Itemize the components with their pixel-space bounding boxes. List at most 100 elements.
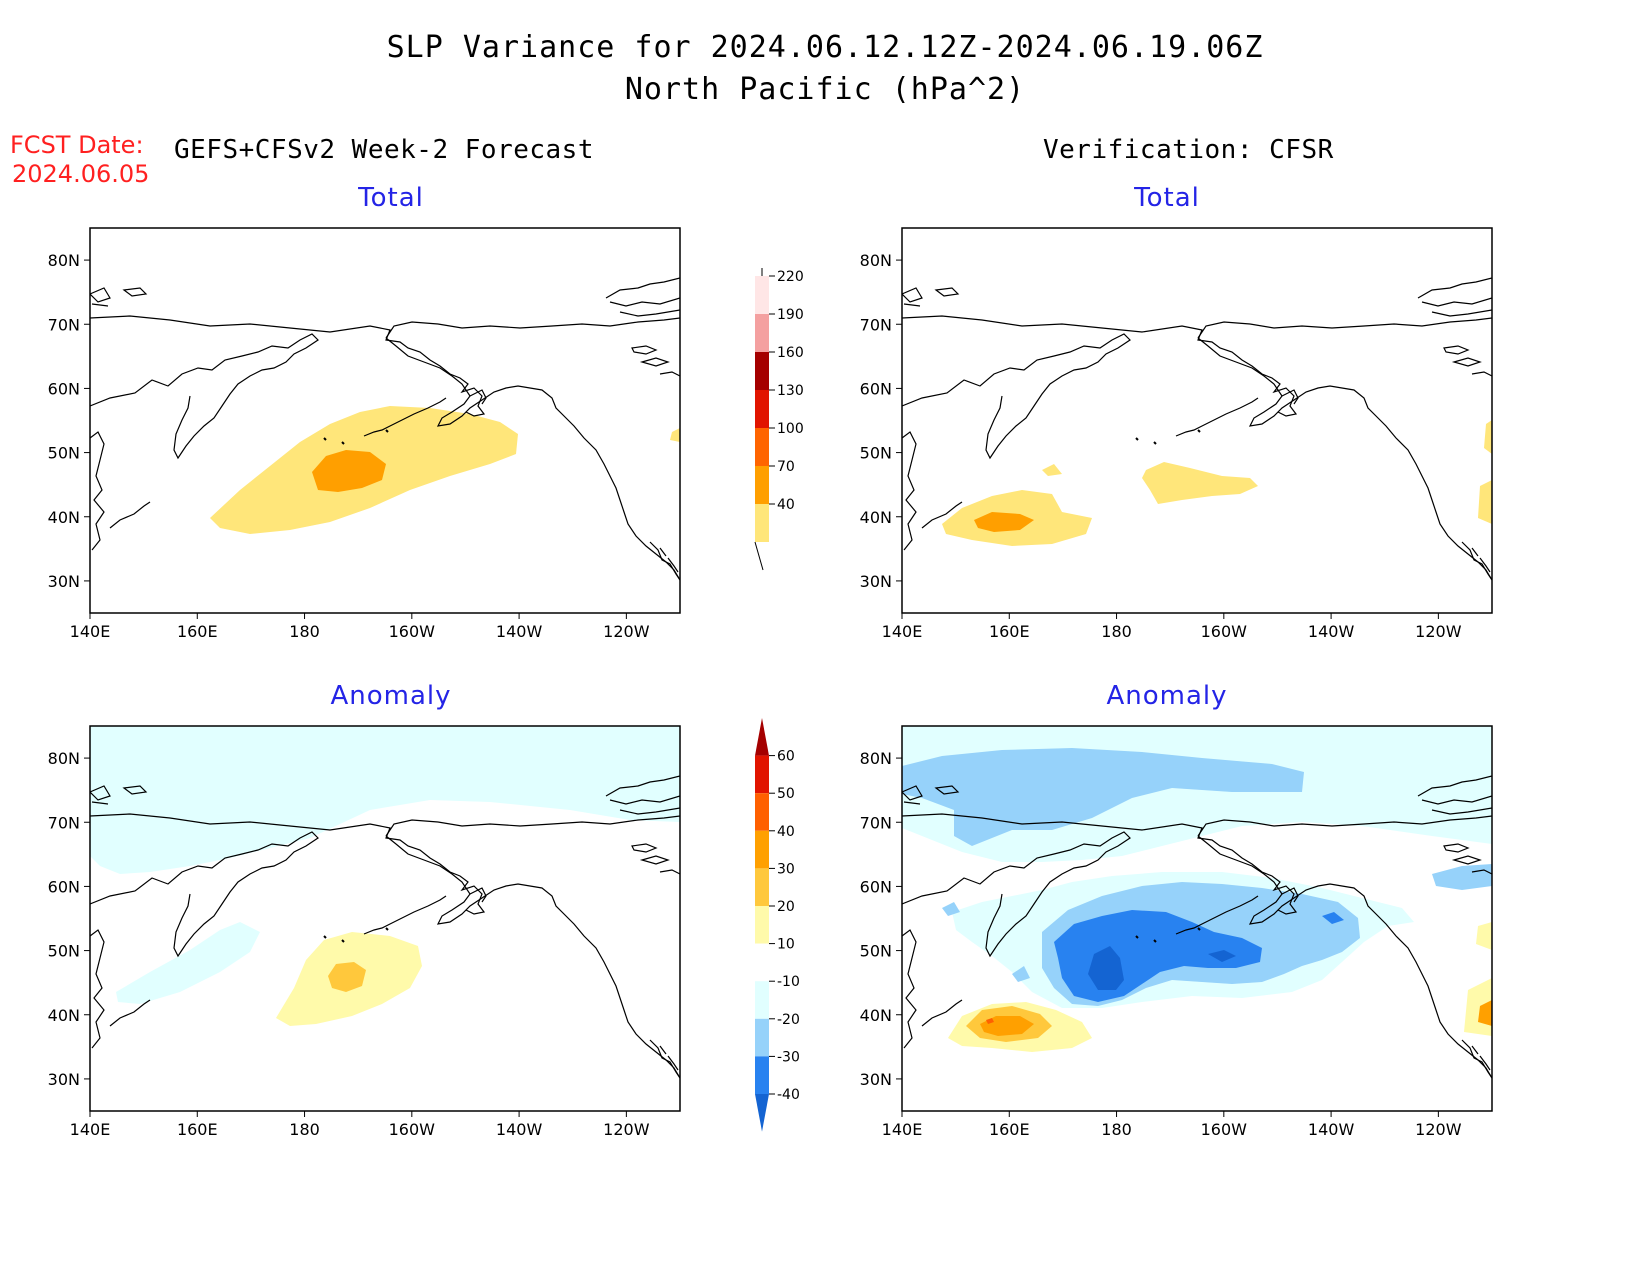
lon-label: 140W — [496, 622, 543, 641]
lon-label: 140E — [882, 622, 923, 641]
total-colorbar-body: 40 70 100 130 160 190 220 — [754, 268, 804, 571]
verification-anomaly-contour-neg30-east — [1322, 912, 1344, 924]
colorbar-label: 220 — [777, 269, 804, 285]
lon-label: 140W — [496, 1120, 543, 1139]
forecast-anomaly-map: 80N 70N 60N 50N 40N 30N 140E 160E 180 160W 140W 12… — [40, 725, 720, 1146]
forecast-anomaly-title: Anomaly — [330, 681, 452, 711]
lon-label: 160W — [389, 1120, 436, 1139]
colorbar-swatch — [755, 793, 769, 831]
lat-label: 70N — [48, 315, 80, 334]
lon-label: 140W — [1308, 622, 1355, 641]
lat-label: 60N — [48, 379, 80, 398]
colorbar-swatch — [755, 718, 769, 756]
colorbar-label: 130 — [777, 383, 804, 399]
verification-total-title: Total — [1134, 183, 1200, 213]
colorbar-swatch — [755, 755, 769, 794]
lon-label: 160W — [1201, 622, 1248, 641]
forecast-total-map: 80N 70N 60N 50N 40N 30N 140E 160E 180 160W 140W 12… — [40, 227, 720, 648]
lat-label: 60N — [860, 877, 892, 896]
colorbar-label: 60 — [777, 749, 795, 765]
lon-label: 160W — [389, 622, 436, 641]
lon-label: 140E — [70, 622, 111, 641]
verification-anomaly-contour-40 — [986, 1018, 994, 1024]
lon-label: 160E — [177, 1120, 218, 1139]
colorbar-label: -10 — [777, 974, 800, 990]
forecast-anomaly-lat-labels: 80N 70N 60N 50N 40N 30N — [48, 749, 90, 1089]
main-subtitle: North Pacific (hPa^2) — [624, 72, 1026, 107]
colorbar-swatch — [755, 428, 769, 466]
colorbar-label: 30 — [777, 861, 795, 877]
lon-label: 140W — [1308, 1120, 1355, 1139]
lat-label: 30N — [48, 572, 80, 591]
forecast-total-edge-contour — [670, 428, 680, 442]
forecast-total-lon-labels: 140E 160E 180 160W 140W 120W — [70, 613, 650, 641]
forecast-anomaly-contour-neg10-sw — [116, 922, 260, 1004]
lat-label: 80N — [48, 749, 80, 768]
lat-label: 30N — [860, 572, 892, 591]
colorbar-label: 70 — [777, 459, 795, 475]
lat-label: 60N — [48, 877, 80, 896]
colorbar-swatch — [755, 981, 769, 1019]
verification-anomaly-small-contours — [942, 902, 1030, 982]
lat-label: 50N — [860, 942, 892, 961]
verification-total-edge-contour — [1478, 420, 1492, 524]
lon-label: 180 — [289, 1120, 320, 1139]
lon-label: 140E — [70, 1120, 111, 1139]
verification-anomaly-contour-neg20-east — [1432, 864, 1492, 890]
forecast-column-title: GEFS+CFSv2 Week-2 Forecast — [174, 135, 594, 165]
colorbar-swatch — [755, 314, 769, 352]
lat-label: 60N — [860, 379, 892, 398]
lon-label: 120W — [1415, 1120, 1462, 1139]
forecast-total-contour-70 — [312, 450, 386, 492]
lat-label: 70N — [48, 813, 80, 832]
lon-label: 160E — [989, 622, 1030, 641]
colorbar-swatch — [755, 466, 769, 504]
lon-label: 140E — [882, 1120, 923, 1139]
lat-label: 80N — [48, 251, 80, 270]
lat-label: 70N — [860, 315, 892, 334]
colorbar-swatch — [755, 276, 769, 314]
colorbar-label: 50 — [777, 786, 795, 802]
lon-label: 160E — [177, 622, 218, 641]
lat-label: 50N — [860, 444, 892, 463]
colorbar-swatch — [755, 1094, 769, 1132]
colorbar-swatch — [755, 1018, 769, 1057]
lat-label: 40N — [48, 508, 80, 527]
forecast-anomaly-contour-20 — [328, 962, 366, 992]
lat-label: 70N — [860, 813, 892, 832]
forecast-anomaly-lon-labels: 140E 160E 180 160W 140W 120W — [70, 1111, 650, 1139]
lat-label: 30N — [860, 1070, 892, 1089]
colorbar-label: 40 — [777, 824, 795, 840]
lat-label: 40N — [48, 1006, 80, 1025]
colorbar-label: 190 — [777, 307, 804, 323]
colorbar-swatch — [755, 390, 769, 428]
colorbar-swatch — [755, 830, 769, 869]
lat-label: 80N — [860, 749, 892, 768]
lon-label: 160E — [989, 1120, 1030, 1139]
verification-total-lon-labels: 140E 160E 180 160W 140W 120W — [882, 613, 1462, 641]
verification-total-contour-40b — [1042, 462, 1258, 504]
verification-anomaly-lon-labels: 140E 160E 180 160W 140W 120W — [882, 1111, 1462, 1139]
verification-total-contour-70 — [974, 512, 1034, 532]
verification-total-lat-labels: 80N 70N 60N 50N 40N 30N — [860, 251, 902, 591]
colorbar-swatch — [755, 352, 769, 390]
anomaly-colorbar: -40 -30 -20 -10 10 20 30 40 50 60 — [745, 710, 815, 1135]
lon-label: 160W — [1201, 1120, 1248, 1139]
colorbar-label: -30 — [777, 1049, 800, 1065]
lon-label: 180 — [1101, 1120, 1132, 1139]
lat-label: 30N — [48, 1070, 80, 1089]
colorbar-swatch — [755, 943, 769, 982]
colorbar-label: -20 — [777, 1012, 800, 1028]
lat-label: 80N — [860, 251, 892, 270]
lat-label: 40N — [860, 508, 892, 527]
colorbar-swatch — [755, 1056, 769, 1094]
colorbar-swatch — [755, 504, 769, 542]
forecast-anomaly-contour-neg10-top — [90, 726, 680, 874]
main-title: SLP Variance for 2024.06.12.12Z-2024.06.… — [386, 30, 1264, 65]
lat-label: 50N — [48, 942, 80, 961]
colorbar-label: 100 — [777, 421, 804, 437]
lon-label: 120W — [603, 622, 650, 641]
lon-label: 120W — [1415, 622, 1462, 641]
verification-total-map: 80N 70N 60N 50N 40N 30N 140E 160E 180 160W 140W 12… — [852, 227, 1532, 648]
lon-label: 120W — [603, 1120, 650, 1139]
